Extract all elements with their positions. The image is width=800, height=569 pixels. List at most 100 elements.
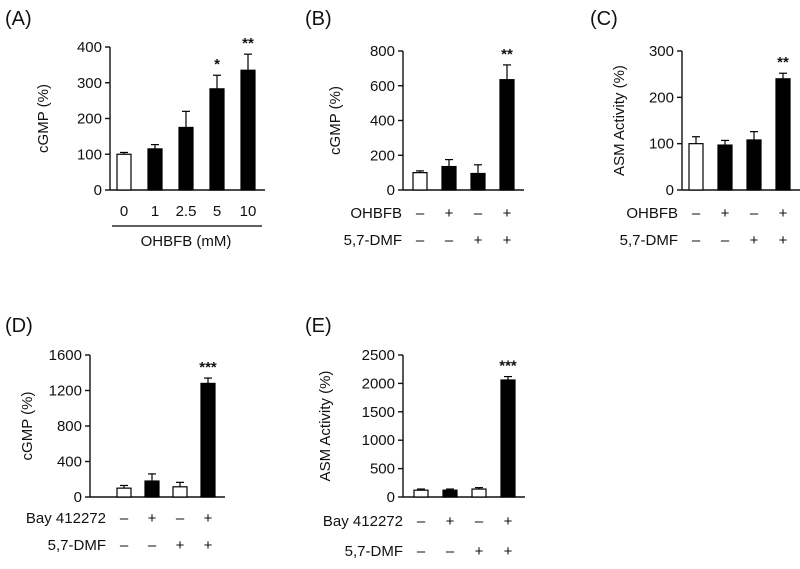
condition-mark: + xyxy=(504,543,513,560)
y-tick-label: 1500 xyxy=(362,404,395,421)
bar xyxy=(470,172,486,191)
bar xyxy=(471,488,487,498)
condition-mark: – xyxy=(416,232,425,249)
x-tick-label: 2.5 xyxy=(176,203,197,220)
y-tick-label: 200 xyxy=(649,89,674,106)
condition-label: Bay 412272 xyxy=(323,513,403,530)
bar xyxy=(147,148,163,191)
y-tick-label: 800 xyxy=(370,43,395,60)
condition-mark: – xyxy=(750,205,759,222)
y-tick-label: 400 xyxy=(370,113,395,130)
y-tick-label: 400 xyxy=(77,39,102,56)
y-tick-label: 0 xyxy=(387,182,395,199)
condition-mark: + xyxy=(779,205,788,222)
y-tick-label: 2500 xyxy=(362,347,395,364)
y-tick-label: 300 xyxy=(77,75,102,92)
bar xyxy=(178,126,194,191)
panel-e: (E) 0 500 1000 1500 2000 2500 ASM Activity (%) *… xyxy=(305,315,525,560)
condition-mark: + xyxy=(445,205,454,222)
y-tick-label: 800 xyxy=(57,418,82,435)
x-axis-label: OHBFB (mM) xyxy=(141,233,232,250)
bar xyxy=(746,139,762,191)
bar xyxy=(200,382,216,498)
condition-mark: – xyxy=(692,232,701,249)
condition-label: 5,7-DMF xyxy=(48,537,106,554)
condition-mark: – xyxy=(446,543,455,560)
condition-label: 5,7-DMF xyxy=(620,232,678,249)
bar xyxy=(116,153,132,191)
panel-label: (E) xyxy=(305,315,332,337)
condition-mark: + xyxy=(503,205,512,222)
bar xyxy=(116,487,132,498)
condition-mark: – xyxy=(474,205,483,222)
bar xyxy=(412,172,428,191)
condition-mark: + xyxy=(176,537,185,554)
condition-label: OHBFB xyxy=(350,205,402,222)
x-tick-label: 10 xyxy=(240,203,257,220)
condition-mark: – xyxy=(148,537,157,554)
bar xyxy=(499,79,515,191)
y-tick-label: 600 xyxy=(370,78,395,95)
condition-label: Bay 412272 xyxy=(26,510,106,527)
condition-mark: + xyxy=(204,537,213,554)
significance-marker: *** xyxy=(199,359,217,376)
y-tick-label: 0 xyxy=(94,182,102,199)
condition-label: 5,7-DMF xyxy=(344,232,402,249)
bar xyxy=(775,78,791,191)
y-tick-label: 400 xyxy=(57,454,82,471)
condition-mark: + xyxy=(503,232,512,249)
y-axis-label: ASM Activity (%) xyxy=(611,65,628,176)
condition-mark: – xyxy=(475,513,484,530)
condition-mark: + xyxy=(750,232,759,249)
y-tick-label: 0 xyxy=(387,489,395,506)
x-tick-label: 1 xyxy=(151,203,159,220)
bar xyxy=(688,143,704,191)
x-tick-label: 5 xyxy=(213,203,221,220)
condition-mark: – xyxy=(416,205,425,222)
panel-label: (D) xyxy=(5,315,33,337)
y-tick-label: 500 xyxy=(370,461,395,478)
y-axis-label: cGMP (%) xyxy=(35,84,52,153)
y-tick-label: 0 xyxy=(666,182,674,199)
bar xyxy=(413,489,429,498)
condition-mark: – xyxy=(120,537,129,554)
condition-mark: – xyxy=(721,232,730,249)
significance-marker: ** xyxy=(242,35,254,52)
significance-marker: * xyxy=(214,56,220,73)
condition-label: OHBFB xyxy=(626,205,678,222)
y-tick-label: 100 xyxy=(77,146,102,163)
panel-label: (C) xyxy=(590,8,618,30)
y-axis-label: ASM Activity (%) xyxy=(317,371,334,482)
x-tick-label: 0 xyxy=(120,203,128,220)
significance-marker: ** xyxy=(501,46,513,63)
condition-mark: + xyxy=(474,232,483,249)
y-axis-label: cGMP (%) xyxy=(327,86,344,155)
panel-label: (A) xyxy=(5,8,32,30)
condition-label: 5,7-DMF xyxy=(345,543,403,560)
y-tick-label: 200 xyxy=(370,147,395,164)
y-tick-label: 1600 xyxy=(49,347,82,364)
significance-marker: *** xyxy=(499,358,517,375)
condition-mark: + xyxy=(446,513,455,530)
condition-mark: + xyxy=(204,510,213,527)
condition-mark: – xyxy=(417,543,426,560)
bar xyxy=(717,144,733,191)
y-tick-label: 100 xyxy=(649,136,674,153)
panel-label: (B) xyxy=(305,8,332,30)
y-tick-label: 200 xyxy=(77,111,102,128)
condition-mark: – xyxy=(120,510,129,527)
condition-mark: – xyxy=(692,205,701,222)
bar xyxy=(441,165,457,191)
condition-mark: + xyxy=(148,510,157,527)
bar xyxy=(500,379,516,498)
bar xyxy=(144,480,160,498)
condition-mark: – xyxy=(176,510,185,527)
significance-marker: ** xyxy=(777,54,789,71)
condition-mark: + xyxy=(779,232,788,249)
bar xyxy=(172,486,188,498)
bar xyxy=(442,489,458,498)
